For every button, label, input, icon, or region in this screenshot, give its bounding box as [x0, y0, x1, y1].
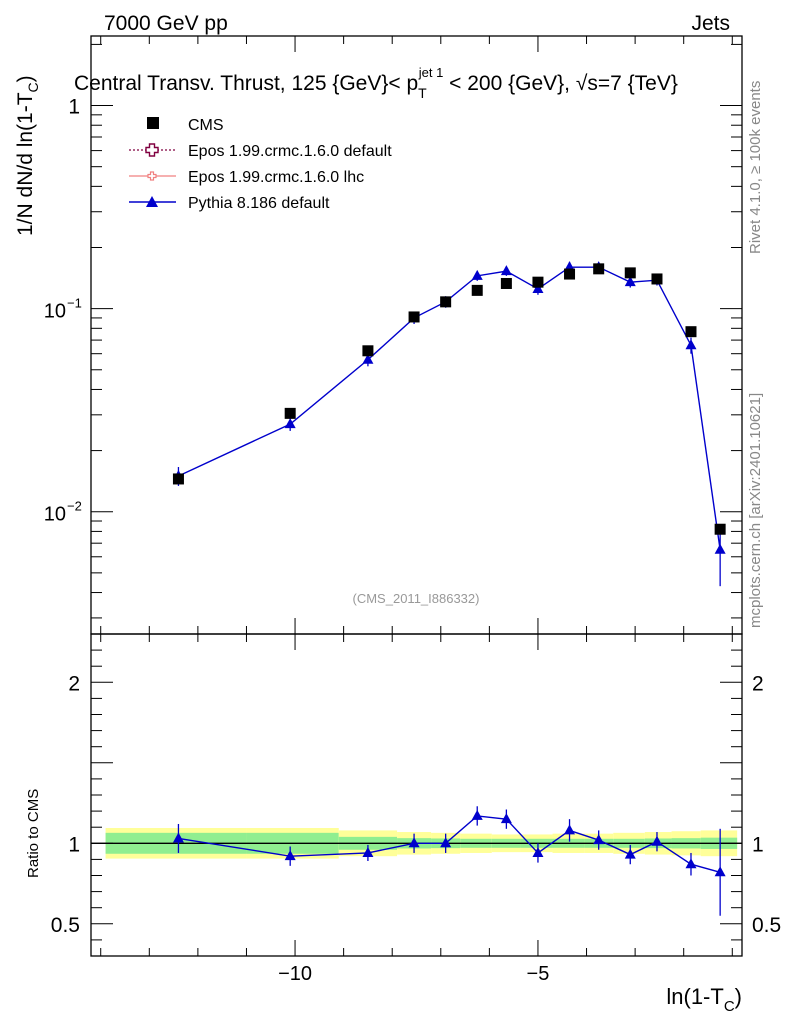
pythia-ratio-point [471, 809, 483, 820]
y-tick-label: 0.5 [51, 914, 80, 937]
legend: CMS Epos 1.99.crmc.1.6.0 default Epos 1.… [129, 117, 392, 212]
pythia-point [500, 265, 512, 276]
pythia-ratio-point [714, 866, 726, 877]
cms-point [714, 523, 726, 535]
legend-entry-epos-lhc: Epos 1.99.crmc.1.6.0 lhc [129, 169, 364, 186]
main-series-layer [172, 261, 726, 587]
rivet-label: Rivet 4.1.0, ≥ 100k events [747, 81, 764, 254]
cms-point [685, 326, 697, 338]
cms-point [593, 263, 605, 275]
y-tick-label: 1 [68, 833, 80, 856]
legend-entry-pythia: Pythia 8.186 default [129, 195, 330, 212]
y-tick-label: 2 [68, 672, 80, 695]
plot-title: Central Transv. Thrust, 125 {GeV}< pTjet… [74, 65, 678, 101]
legend-entry-cms: CMS [147, 117, 224, 134]
pythia-point [471, 269, 483, 280]
pythia-ratio-point [408, 837, 420, 848]
cms-point [651, 273, 663, 285]
cms-point [440, 296, 452, 308]
pythia-ratio-point [172, 832, 184, 843]
x-tick-label: −10 [278, 963, 312, 985]
y-tick-label: 10 [44, 504, 66, 526]
legend-label-cms: CMS [188, 117, 224, 134]
pythia-point [685, 339, 697, 350]
cms-point [532, 276, 544, 288]
ratio-axis-ticks: −10 −5 2 2 1 1 0.5 0.5 [51, 633, 781, 985]
cms-point [362, 345, 374, 357]
y-tick-label-right: 0.5 [752, 914, 781, 937]
pythia-ratio-point [284, 850, 296, 861]
pythia-ratio-point [362, 846, 374, 857]
main-axis-ticks: 110−110−2 [44, 36, 742, 634]
header-right: Jets [691, 12, 730, 35]
y-tick-label-right: 1 [752, 833, 764, 856]
legend-marker-square [147, 117, 159, 129]
pythia-ratio-point [440, 837, 452, 848]
pythia-point [284, 418, 296, 429]
main-ylabel: 1/N dN/d ln(1-TC) [14, 75, 41, 236]
mcplots-label: mcplots.cern.ch [arXiv:2401.10621] [747, 393, 764, 628]
ratio-series-layer [172, 806, 726, 916]
legend-label-pythia: Pythia 8.186 default [188, 195, 330, 212]
legend-marker-open-cross [145, 143, 159, 157]
cms-point [624, 267, 636, 279]
legend-entry-epos-default: Epos 1.99.crmc.1.6.0 default [129, 143, 392, 160]
pythia-ratio-point [624, 848, 636, 859]
y-tick-label: 1 [68, 96, 80, 119]
y-tick-label-exponent: −1 [67, 296, 82, 311]
ratio-plot-frame [90, 633, 743, 957]
cms-point [564, 268, 576, 280]
legend-label-epos-default: Epos 1.99.crmc.1.6.0 default [188, 143, 392, 160]
x-tick-label: −5 [527, 963, 550, 985]
header-left: 7000 GeV pp [104, 12, 228, 35]
y-tick-label: 10 [44, 301, 66, 323]
cms-point [500, 277, 512, 289]
cms-point [284, 407, 296, 419]
pythia-point [532, 282, 544, 293]
y-tick-label-exponent: −2 [67, 499, 82, 514]
pythia-ratio-point [593, 834, 605, 845]
x-axis-label: ln(1-TC) [666, 984, 742, 1015]
pythia-point [714, 543, 726, 554]
pythia-ratio-point [651, 835, 663, 846]
ratio-ylabel: Ratio to CMS [25, 789, 42, 878]
pythia-line [178, 266, 721, 550]
y-tick-label-right: 2 [752, 672, 764, 695]
pythia-ratio-point [500, 813, 512, 824]
pythia-ratio-point [532, 846, 544, 857]
pythia-point [624, 276, 636, 287]
pythia-ratio-point [564, 824, 576, 835]
cms-point [172, 473, 184, 485]
analysis-reference: (CMS_2011_I886332) [353, 591, 480, 606]
pythia-ratio-point [685, 858, 697, 869]
legend-marker-small-cross [147, 171, 157, 181]
legend-marker-triangle [146, 196, 158, 207]
pythia-point [362, 353, 374, 364]
cms-point [408, 311, 420, 323]
cms-point [471, 284, 483, 296]
legend-label-epos-lhc: Epos 1.99.crmc.1.6.0 lhc [188, 169, 364, 186]
